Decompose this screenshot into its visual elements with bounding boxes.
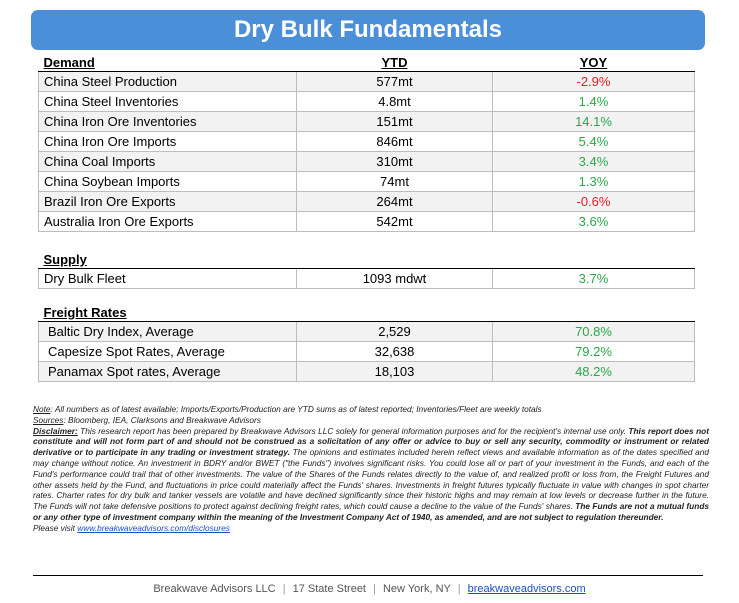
- freight-yoy-value: 48.2%: [492, 361, 695, 382]
- supply-yoy-value: 3.7%: [492, 268, 695, 289]
- supply-header-row: Supply: [38, 251, 695, 269]
- demand-ytd-value: 846mt: [296, 131, 493, 152]
- demand-row: China Steel Inventories 4.8mt 1.4%: [38, 91, 695, 112]
- footer-separator: |: [282, 583, 286, 595]
- footer-divider: [33, 575, 703, 576]
- sources-line: Sources: Bloomberg, IEA, Clarksons and B…: [33, 414, 261, 425]
- demand-ytd-value: 151mt: [296, 111, 493, 132]
- disclosures-link[interactable]: www.breakwaveadvisors.com/disclosures: [77, 522, 230, 533]
- freight-header: Freight Rates: [38, 304, 297, 322]
- demand-yoy-value: 1.3%: [492, 171, 695, 192]
- freight-table: Freight Rates Baltic Dry Index, Average 2…: [38, 304, 695, 382]
- demand-ytd-value: 4.8mt: [296, 91, 493, 112]
- freight-label: Baltic Dry Index, Average: [38, 321, 297, 342]
- disclaimer-text: Disclaimer: This research report has bee…: [33, 425, 709, 522]
- freight-yoy-value: 79.2%: [492, 341, 695, 362]
- supply-table: Supply Dry Bulk Fleet 1093 mdwt 3.7%: [38, 251, 695, 289]
- ytd-header: YTD: [296, 54, 493, 72]
- footer-company: Breakwave Advisors LLC: [153, 583, 276, 595]
- footer-separator: |: [457, 583, 461, 595]
- demand-row: China Steel Production 577mt -2.9%: [38, 71, 695, 92]
- supply-row: Dry Bulk Fleet 1093 mdwt 3.7%: [38, 268, 695, 289]
- demand-row: China Soybean Imports 74mt 1.3%: [38, 171, 695, 192]
- footer-separator: |: [373, 583, 376, 595]
- demand-ytd-value: 74mt: [296, 171, 493, 192]
- yoy-header: YOY: [492, 54, 695, 72]
- freight-ytd-value: 32,638: [296, 341, 493, 362]
- freight-row: Baltic Dry Index, Average 2,529 70.8%: [38, 321, 695, 342]
- freight-label: Panamax Spot rates, Average: [38, 361, 297, 382]
- freight-header-row: Freight Rates: [38, 304, 695, 322]
- demand-label: Brazil Iron Ore Exports: [38, 191, 297, 212]
- freight-ytd-value: 2,529: [296, 321, 493, 342]
- page-title: Dry Bulk Fundamentals: [233, 16, 503, 43]
- demand-label: China Steel Production: [38, 71, 297, 92]
- demand-yoy-value: -0.6%: [492, 191, 695, 212]
- demand-yoy-value: -2.9%: [492, 71, 695, 92]
- demand-yoy-value: 3.4%: [492, 151, 695, 172]
- demand-label: China Soybean Imports: [38, 171, 297, 192]
- footer-site-link[interactable]: breakwaveadvisors.com: [467, 583, 586, 595]
- demand-label: China Steel Inventories: [38, 91, 297, 112]
- demand-row: China Iron Ore Inventories 151mt 14.1%: [38, 111, 695, 132]
- demand-yoy-value: 14.1%: [492, 111, 695, 132]
- footer-address: 17 State Street: [292, 583, 366, 595]
- supply-ytd-value: 1093 mdwt: [296, 268, 493, 289]
- demand-yoy-value: 3.6%: [492, 211, 695, 232]
- freight-yoy-value: 70.8%: [492, 321, 695, 342]
- demand-yoy-value: 5.4%: [492, 131, 695, 152]
- demand-header-row: Demand YTD YOY: [38, 54, 695, 72]
- demand-label: China Coal Imports: [38, 151, 297, 172]
- footer: Breakwave Advisors LLC | 17 State Street…: [0, 583, 739, 595]
- demand-table: Demand YTD YOY China Steel Production 577…: [38, 54, 695, 232]
- demand-row: Australia Iron Ore Exports 542mt 3.6%: [38, 211, 695, 232]
- demand-label: Australia Iron Ore Exports: [38, 211, 297, 232]
- title-banner: Dry Bulk Fundamentals: [31, 10, 705, 50]
- freight-ytd-value: 18,103: [296, 361, 493, 382]
- demand-header: Demand: [38, 54, 297, 72]
- notes-block: Note: All numbers as of latest available…: [33, 404, 709, 534]
- demand-label: China Iron Ore Imports: [38, 131, 297, 152]
- demand-row: China Iron Ore Imports 846mt 5.4%: [38, 131, 695, 152]
- note-line: Note: All numbers as of latest available…: [33, 404, 542, 414]
- demand-row: China Coal Imports 310mt 3.4%: [38, 151, 695, 172]
- freight-row: Panamax Spot rates, Average 18,103 48.2%: [38, 361, 695, 382]
- demand-ytd-value: 310mt: [296, 151, 493, 172]
- visit-line: Please visit www.breakwaveadvisors.com/d…: [33, 522, 230, 533]
- footer-city: New York, NY: [382, 583, 451, 595]
- freight-row: Capesize Spot Rates, Average 32,638 79.2%: [38, 341, 695, 362]
- demand-ytd-value: 577mt: [296, 71, 493, 92]
- demand-row: Brazil Iron Ore Exports 264mt -0.6%: [38, 191, 695, 212]
- demand-yoy-value: 1.4%: [492, 91, 695, 112]
- supply-label: Dry Bulk Fleet: [38, 268, 297, 289]
- demand-label: China Iron Ore Inventories: [38, 111, 297, 132]
- demand-ytd-value: 264mt: [296, 191, 493, 212]
- demand-ytd-value: 542mt: [296, 211, 493, 232]
- freight-label: Capesize Spot Rates, Average: [38, 341, 297, 362]
- supply-header: Supply: [38, 251, 297, 269]
